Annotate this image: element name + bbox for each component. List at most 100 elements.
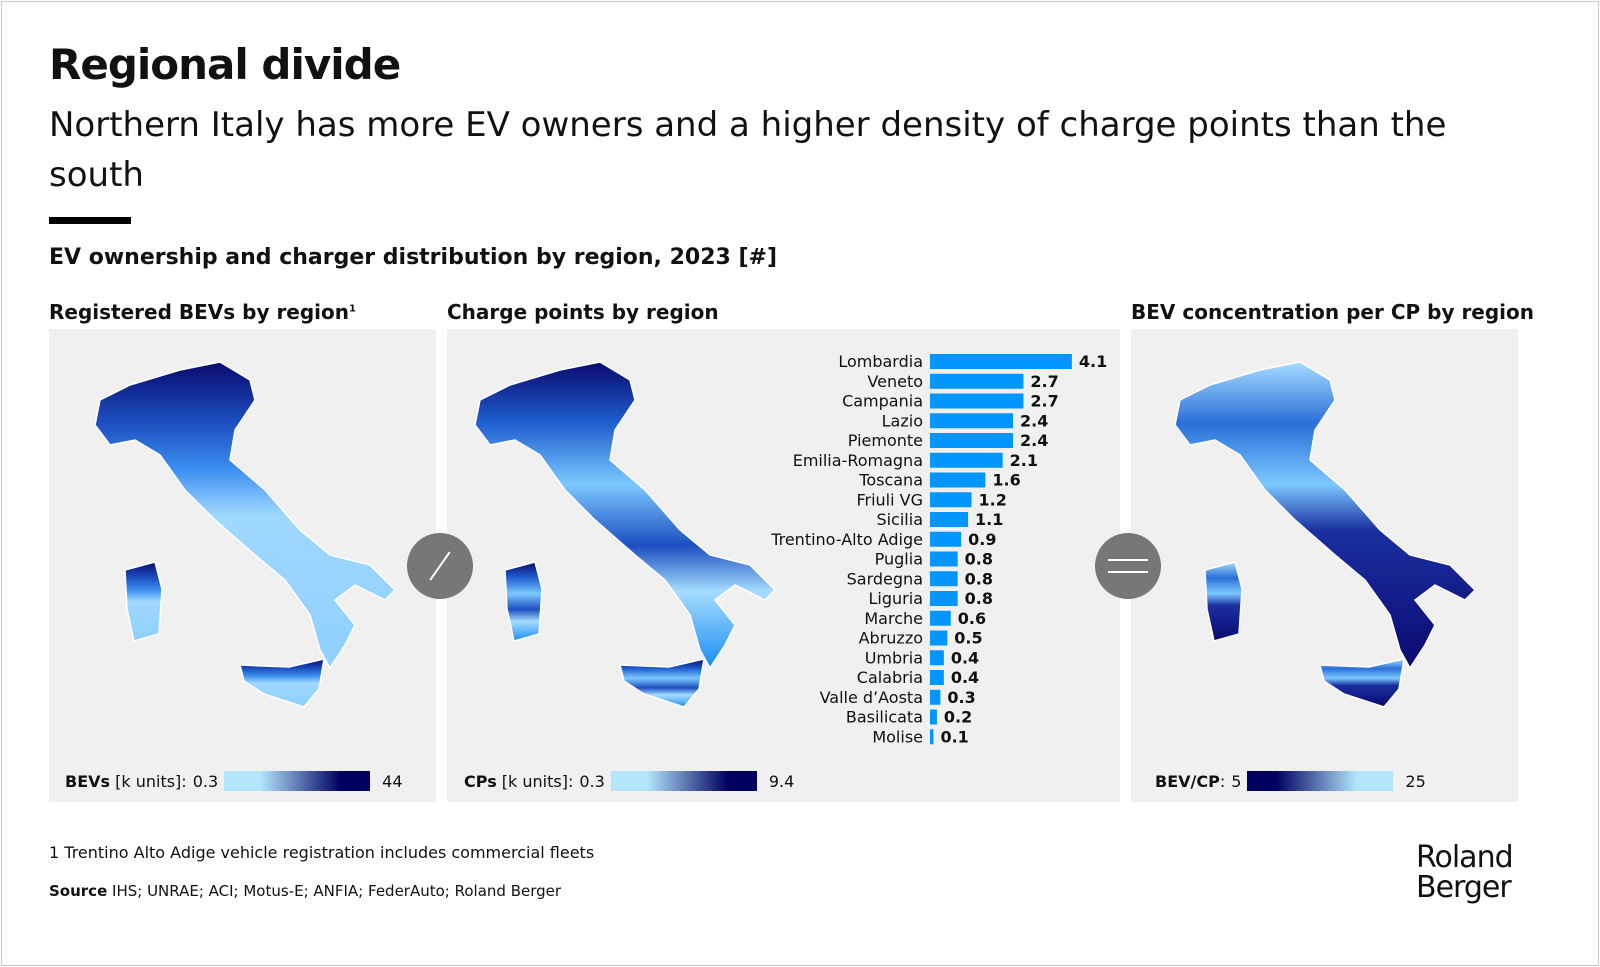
bar-toscana	[930, 472, 986, 488]
legend-max: 44	[382, 771, 403, 791]
bar-value-label: 0.1	[940, 727, 968, 746]
source-text: IHS; UNRAE; ACI; Motus-E; ANFIA; FederAu…	[107, 882, 562, 900]
right-panel-title: BEV concentration per CP by region	[1131, 300, 1535, 324]
legend-label: CPs	[464, 771, 497, 791]
legend-min: 0.3	[579, 771, 605, 791]
bar-value-label: 0.2	[944, 708, 972, 727]
legend-min: 5	[1231, 771, 1242, 791]
title-rule	[49, 217, 131, 224]
logo-line2: Berger	[1416, 870, 1512, 905]
bar-lombardia	[930, 354, 1072, 369]
bar-friuli-vg	[930, 492, 972, 508]
left-title-text: Registered BEVs by region	[49, 300, 350, 324]
legend-label: BEV/CP	[1155, 771, 1220, 791]
bar-value-label: 0.9	[968, 530, 996, 549]
source-line: Source IHS; UNRAE; ACI; Motus-E; ANFIA; …	[49, 882, 561, 900]
bar-category-label: Friuli VG	[856, 490, 923, 509]
legend-gradient	[224, 771, 371, 791]
bar-category-label: Toscana	[858, 471, 923, 490]
bar-category-label: Sicilia	[876, 510, 923, 529]
bar-value-label: 0.8	[965, 550, 993, 569]
page-subtitle: Northern Italy has more EV owners and a …	[49, 105, 1447, 195]
bar-value-label: 0.8	[965, 589, 993, 608]
bar-valle-d-aosta	[930, 689, 941, 705]
bar-category-label: Piemonte	[848, 431, 923, 450]
bar-value-label: 4.1	[1079, 352, 1107, 371]
bar-value-label: 0.4	[951, 668, 979, 687]
bar-category-label: Lombardia	[838, 352, 923, 371]
bar-category-label: Campania	[842, 392, 923, 411]
legend-max: 9.4	[768, 771, 795, 791]
bar-category-label: Sardegna	[847, 569, 923, 588]
bar-abruzzo	[930, 630, 948, 646]
bar-veneto	[930, 373, 1024, 389]
left-panel-title: Registered BEVs by region1	[49, 300, 356, 324]
bev-map-italy	[94, 361, 396, 708]
bar-value-label: 2.1	[1010, 451, 1038, 470]
legend-gradient	[1247, 771, 1394, 791]
bar-category-label: Valle d’Aosta	[820, 688, 923, 707]
ratio-legend: BEV/CP: 5 25	[1155, 771, 1426, 791]
bar-category-label: Umbria	[865, 648, 923, 667]
bar-category-label: Basilicata	[846, 708, 923, 727]
footnote-mark: 1	[349, 303, 356, 315]
bar-value-label: 1.6	[992, 471, 1020, 490]
bar-value-label: 0.6	[958, 609, 986, 628]
bar-value-label: 0.5	[954, 629, 982, 648]
bar-category-label: Marche	[864, 609, 923, 628]
divide-icon	[407, 533, 473, 599]
bar-campania	[930, 393, 1024, 409]
middle-panel-title: Charge points by region	[447, 300, 719, 324]
cp-bar-chart: Lombardia 4.1 Veneto 2.7 Campania 2.7 Lazio 2.4…	[770, 352, 1107, 746]
bar-category-label: Lazio	[882, 411, 923, 430]
bar-category-label: Veneto	[867, 372, 923, 391]
bar-value-label: 2.4	[1020, 431, 1048, 450]
bar-category-label: Puglia	[875, 550, 923, 569]
source-label: Source	[49, 882, 108, 900]
footnote: 1 Trentino Alto Adige vehicle registrati…	[49, 843, 595, 862]
bar-puglia	[930, 551, 958, 567]
legend-gradient	[610, 771, 757, 791]
bar-category-label: Molise	[872, 727, 923, 746]
logo-line1: Roland	[1416, 840, 1514, 875]
bar-value-label: 2.4	[1020, 411, 1048, 430]
bar-umbria	[930, 650, 944, 666]
bar-category-label: Abruzzo	[859, 629, 923, 648]
legend-min: 0.3	[192, 771, 219, 791]
legend-unit: [k units]:	[110, 771, 187, 791]
roland-berger-logo: Roland Berger	[1416, 840, 1514, 905]
bar-value-label: 0.3	[947, 688, 975, 707]
bar-sardegna	[930, 571, 958, 587]
bar-value-label: 0.4	[951, 648, 979, 667]
bar-liguria	[930, 591, 958, 606]
bev-legend: BEVs [k units]: 0.3 44	[65, 771, 403, 791]
bar-category-label: Calabria	[857, 668, 923, 687]
bar-piemonte	[930, 433, 1014, 448]
bar-value-label: 2.7	[1030, 372, 1058, 391]
bar-marche	[930, 610, 951, 626]
legend-unit: :	[1219, 771, 1226, 791]
page-title: Regional divide	[49, 40, 401, 89]
cp-map-italy	[474, 361, 776, 708]
bar-value-label: 1.2	[979, 490, 1007, 509]
bar-value-label: 2.7	[1030, 392, 1058, 411]
bar-category-label: Liguria	[869, 589, 923, 608]
bar-basilicata	[930, 709, 937, 725]
legend-unit: [k units]:	[496, 771, 574, 791]
equals-icon	[1095, 533, 1161, 599]
bar-lazio	[930, 413, 1014, 429]
bar-molise	[930, 729, 934, 745]
legend-max: 25	[1405, 771, 1426, 791]
bar-sicilia	[930, 512, 969, 527]
bar-category-label: Emilia-Romagna	[793, 451, 923, 470]
bar-emilia-romagna	[930, 452, 1003, 468]
bar-category-label: Trentino-Alto Adige	[770, 530, 923, 549]
ratio-map-italy	[1174, 361, 1476, 708]
legend-label: BEVs	[65, 771, 111, 791]
bar-value-label: 0.8	[965, 569, 993, 588]
chart-heading: EV ownership and charger distribution by…	[49, 245, 778, 270]
bar-trentino-alto-adige	[930, 531, 962, 547]
cp-legend: CPs [k units]: 0.3 9.4	[464, 771, 794, 791]
